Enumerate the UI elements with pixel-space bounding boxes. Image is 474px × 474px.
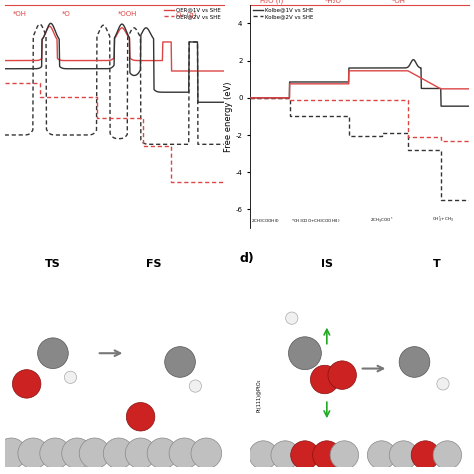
Circle shape	[12, 370, 41, 398]
Circle shape	[291, 441, 319, 469]
Circle shape	[249, 441, 278, 469]
Circle shape	[433, 441, 462, 469]
Text: IS: IS	[321, 259, 333, 269]
Legend: Kolbe@1V vs SHE, Kolbe@2V vs SHE: Kolbe@1V vs SHE, Kolbe@2V vs SHE	[253, 8, 313, 19]
Text: CH$_3^*$+CH$_3$: CH$_3^*$+CH$_3$	[432, 215, 454, 225]
Text: *H₂O: *H₂O	[325, 0, 342, 4]
Circle shape	[399, 346, 430, 377]
Circle shape	[125, 438, 156, 469]
Circle shape	[18, 438, 48, 469]
Text: 2CH$_3$COOH(l): 2CH$_3$COOH(l)	[251, 218, 280, 225]
Circle shape	[169, 438, 200, 469]
Text: $*$CH$_3$COO+CH$_3$COOH(l): $*$CH$_3$COO+CH$_3$COOH(l)	[291, 218, 340, 225]
Circle shape	[271, 441, 300, 469]
Y-axis label: Free energy (eV): Free energy (eV)	[224, 81, 233, 152]
Text: FS: FS	[146, 259, 162, 269]
Text: *O: *O	[62, 11, 71, 18]
Text: *OH: *OH	[392, 0, 406, 4]
Circle shape	[286, 312, 298, 324]
Circle shape	[389, 441, 418, 469]
Circle shape	[164, 346, 195, 377]
Text: *OH: *OH	[13, 11, 27, 18]
Text: T: T	[432, 259, 440, 269]
Circle shape	[103, 438, 134, 469]
Text: TS: TS	[45, 259, 61, 269]
Circle shape	[191, 438, 222, 469]
Circle shape	[289, 337, 321, 370]
Circle shape	[367, 441, 396, 469]
Circle shape	[411, 441, 440, 469]
Text: d): d)	[239, 253, 254, 265]
Text: H₂O (l): H₂O (l)	[260, 0, 283, 4]
Circle shape	[37, 338, 68, 369]
Circle shape	[0, 438, 27, 469]
Circle shape	[64, 371, 77, 383]
Circle shape	[312, 441, 341, 469]
Circle shape	[40, 438, 71, 469]
Circle shape	[127, 402, 155, 431]
Text: Pt(111)@PtO₂: Pt(111)@PtO₂	[257, 379, 262, 412]
Circle shape	[62, 438, 92, 469]
Text: O₂ (g): O₂ (g)	[176, 11, 197, 18]
Text: *OOH: *OOH	[118, 11, 137, 18]
Text: 2CH$_3$COO$^*$: 2CH$_3$COO$^*$	[370, 215, 393, 225]
Circle shape	[189, 380, 201, 392]
Circle shape	[328, 361, 356, 389]
Circle shape	[147, 438, 178, 469]
Circle shape	[79, 438, 110, 469]
Legend: OER@1V vs SHE, OER@2V vs SHE: OER@1V vs SHE, OER@2V vs SHE	[164, 8, 221, 19]
Circle shape	[330, 441, 359, 469]
Circle shape	[437, 378, 449, 390]
Circle shape	[310, 365, 339, 394]
